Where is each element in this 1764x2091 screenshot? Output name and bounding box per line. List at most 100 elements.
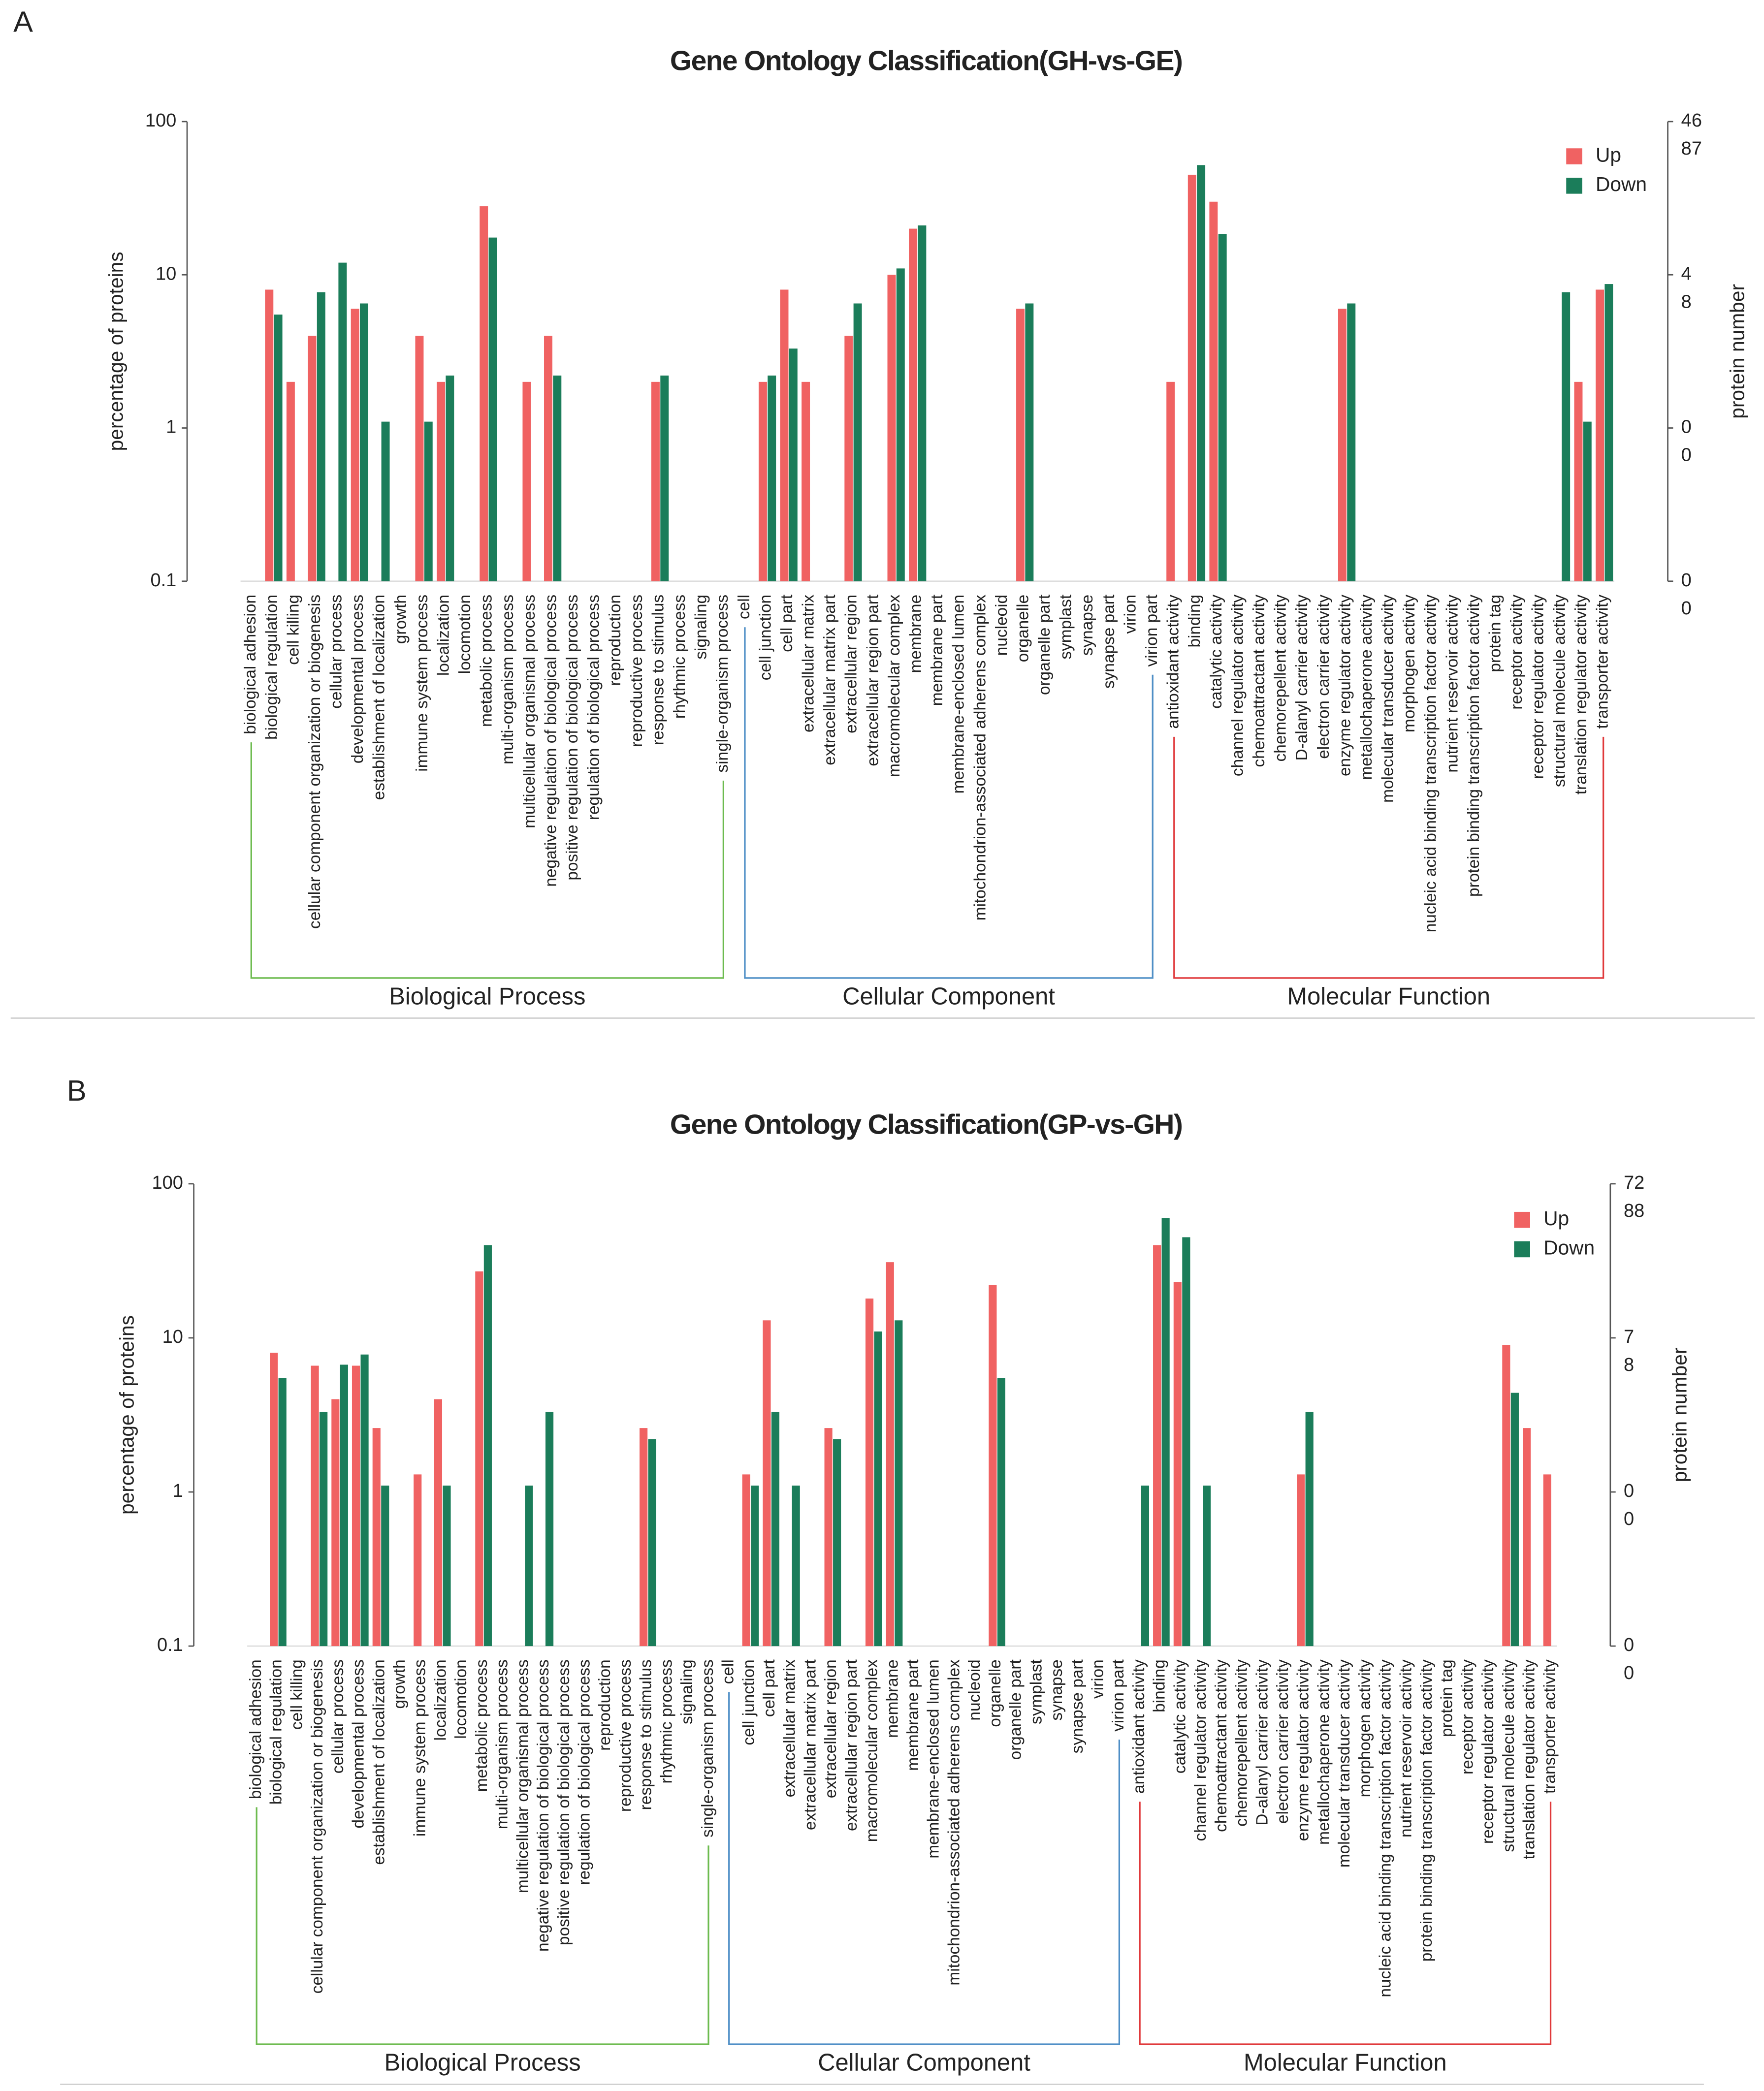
bar [352, 1365, 360, 1647]
x-tick-label: extracellular matrix [781, 1659, 799, 1797]
bar [918, 225, 927, 581]
x-tick-label: structural molecule activity [1500, 1659, 1518, 1852]
x-tick-label: metallochaperone activity [1357, 595, 1376, 780]
bar [640, 1428, 648, 1647]
x-tick-label: signaling [678, 1659, 696, 1724]
x-tick-label: virion [1089, 1659, 1107, 1699]
x-tick-label: biological regulation [267, 1659, 286, 1805]
bar [437, 381, 446, 581]
group-label: Biological Process [385, 2050, 581, 2076]
bar [895, 1320, 903, 1647]
x-tick-label: establishment of localization [370, 1659, 388, 1865]
bar [1596, 289, 1604, 581]
bar [1543, 1474, 1551, 1647]
x-tick-label: organelle part [1007, 1659, 1025, 1760]
x-tick-label: structural molecule activity [1550, 595, 1569, 788]
bar [751, 1486, 759, 1647]
bar [475, 1271, 483, 1647]
bar [1305, 1412, 1314, 1647]
y2-tick-label: 0 [1681, 570, 1692, 591]
x-tick-label: localization [434, 595, 452, 676]
bar [525, 1486, 533, 1647]
y-tick-label: 0.1 [157, 1635, 183, 1655]
bar [1604, 284, 1613, 581]
bar [874, 1331, 882, 1647]
x-tick-label: receptor activity [1458, 1659, 1476, 1774]
x-tick-label: growth [390, 1659, 409, 1709]
bar [274, 315, 283, 581]
x-tick-label: molecular transducer activity [1335, 1659, 1353, 1868]
bar [763, 1320, 771, 1647]
x-tick-label: virion part [1143, 594, 1161, 666]
x-tick-label: metallochaperone activity [1315, 1659, 1333, 1845]
x-tick-label: organelle [986, 1659, 1004, 1727]
x-tick-label: nutrient reservoir activity [1397, 1659, 1415, 1838]
x-tick-label: membrane-enclosed lumen [950, 595, 968, 793]
x-tick-label: rhythmic process [657, 1659, 675, 1783]
bar [1173, 1282, 1182, 1647]
y2-axis-label: protein number [1668, 1348, 1691, 1483]
x-tick-label: enzyme regulator activity [1294, 1659, 1313, 1841]
bar [381, 421, 390, 581]
bar [997, 1378, 1005, 1647]
bar [351, 309, 359, 581]
x-tick-label: synapse [1078, 595, 1096, 656]
x-tick-label: developmental process [349, 595, 367, 763]
x-tick-label: single-organism process [713, 595, 732, 773]
bar [1338, 309, 1347, 581]
bar [1209, 201, 1218, 581]
bar [338, 262, 347, 581]
bar [1502, 1345, 1510, 1647]
x-tick-label: D-alanyl carrier activity [1293, 595, 1311, 761]
y-tick-label: 100 [152, 1172, 183, 1193]
bar [1161, 1218, 1170, 1647]
x-tick-label: transporter activity [1593, 595, 1611, 729]
x-tick-label: cell part [778, 594, 796, 652]
x-tick-label: locomotion [452, 1659, 470, 1739]
y-axis-label: percentage of proteins [105, 252, 128, 451]
y2-tick-label: 0 [1681, 598, 1692, 619]
x-tick-label: synapse part [1068, 1659, 1087, 1754]
group-bracket [256, 1807, 709, 2045]
legend-label: Down [1596, 173, 1647, 195]
x-tick-label: extracellular region [842, 595, 861, 733]
bar [443, 1486, 451, 1647]
x-tick-label: nucleoid [965, 1659, 984, 1720]
bar [488, 237, 497, 581]
bar [320, 1412, 328, 1647]
y2-tick-label: 72 [1624, 1172, 1644, 1193]
x-tick-label: metabolic process [478, 595, 496, 727]
x-tick-label: multi-organism process [493, 1659, 512, 1829]
bar [1347, 303, 1356, 581]
x-tick-label: cell [719, 1659, 738, 1684]
bar [1510, 1393, 1519, 1647]
group-bracket [744, 627, 1154, 979]
x-tick-label: transporter activity [1540, 1659, 1559, 1794]
group-label: Biological Process [389, 983, 585, 1010]
bar [480, 206, 488, 581]
bar [1182, 1237, 1190, 1647]
y2-tick-label: 0 [1624, 1481, 1634, 1501]
y2-tick-label: 0 [1624, 1663, 1634, 1683]
x-tick-label: protein tag [1438, 1659, 1456, 1737]
group-bracket [250, 742, 724, 979]
bar [359, 303, 368, 581]
x-tick-label: signaling [692, 595, 710, 660]
x-tick-label: extracellular region [822, 1659, 840, 1798]
bar [780, 289, 789, 581]
x-tick-label: membrane [907, 595, 925, 673]
bar [1297, 1474, 1305, 1647]
bar [771, 1412, 780, 1647]
y2-axis-label: protein number [1726, 284, 1748, 419]
x-tick-label: reproduction [606, 595, 624, 686]
bar [372, 1428, 381, 1647]
bar [792, 1486, 800, 1647]
bar [1523, 1428, 1531, 1647]
x-tick-label: receptor activity [1507, 595, 1526, 710]
bar [758, 381, 767, 581]
group-label: Molecular Function [1244, 2050, 1447, 2076]
y2-tick-label: 0 [1624, 1509, 1634, 1529]
y-tick-label: 10 [156, 263, 176, 284]
x-tick-label: extracellular region part [842, 1659, 861, 1831]
